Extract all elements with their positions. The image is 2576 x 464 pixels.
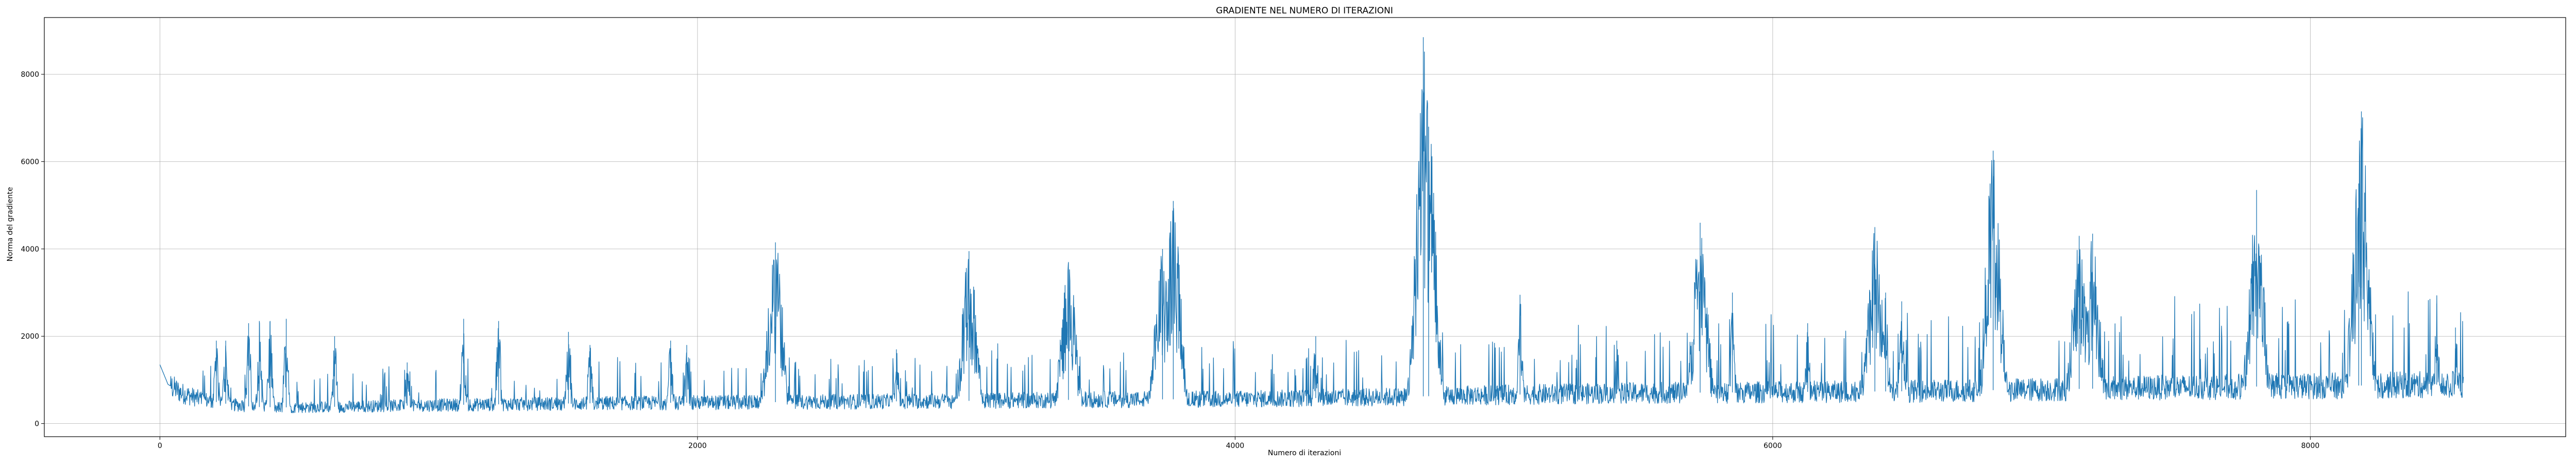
y-tick-label: 4000 [21,245,39,254]
y-tick-label: 6000 [21,158,39,166]
y-axis: 0 2000 4000 6000 8000 [21,71,44,428]
x-tick-label: 6000 [1764,442,1782,450]
plot-frame [44,17,2566,437]
y-axis-label: Norma del gradiente [6,187,14,262]
chart-title: GRADIENTE NEL NUMERO DI ITERAZIONI [1216,6,1393,16]
series-line [159,52,2464,413]
x-tick-label: 2000 [688,442,707,450]
y-tick-label: 0 [35,420,39,428]
series-line-layer [159,37,2464,413]
x-tick-label: 4000 [1226,442,1245,450]
x-tick-label: 8000 [2301,442,2320,450]
x-axis-label: Numero di iterazioni [1268,449,1341,457]
x-axis: 0 2000 4000 6000 8000 [158,437,2319,450]
x-tick-label: 0 [158,442,162,450]
y-tick-label: 8000 [21,71,39,79]
grid [44,18,2566,437]
y-tick-label: 2000 [21,333,39,341]
